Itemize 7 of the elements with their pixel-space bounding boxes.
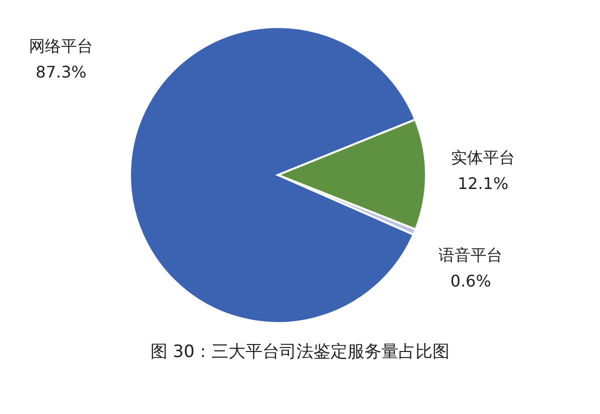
slice-label: 语音平台: [438, 245, 503, 264]
data-label: 12.1%: [458, 174, 508, 194]
data-label: 87.3%: [36, 62, 87, 82]
data-label: 0.6%: [450, 271, 492, 290]
text: 图 30：三大平台司法鉴定服务量占比图: [149, 341, 451, 363]
slice-label: 实体平台: [451, 148, 515, 168]
slice-label: 网络平台: [29, 36, 94, 56]
